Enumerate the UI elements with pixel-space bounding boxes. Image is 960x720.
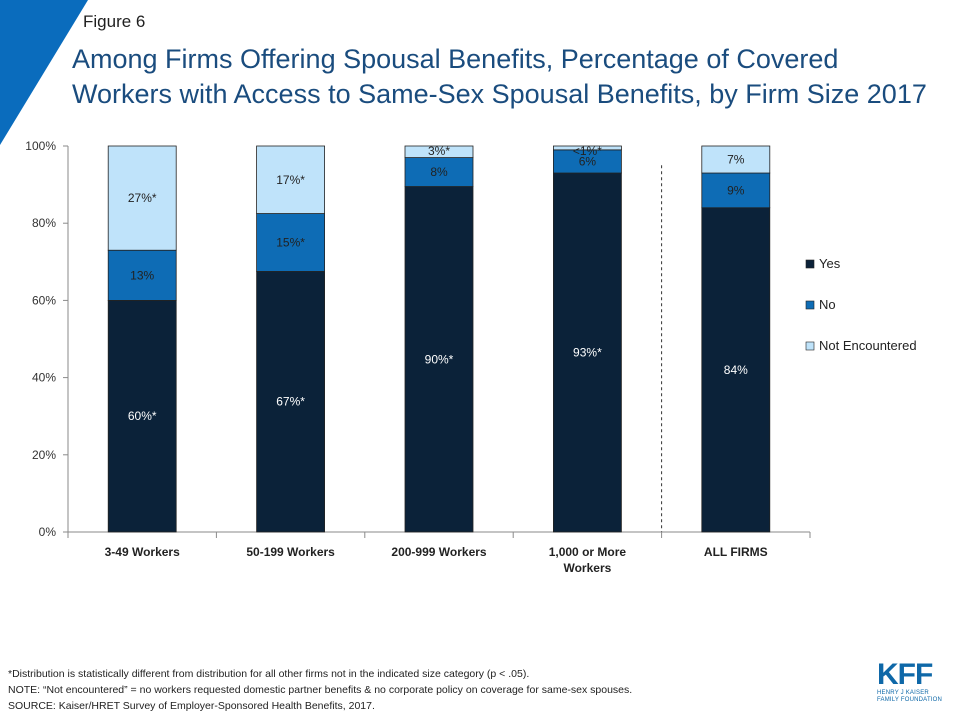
footnote-source: SOURCE: Kaiser/HRET Survey of Employer-S… [8, 700, 375, 712]
bar-segment-not_encountered [107, 145, 177, 251]
chart-title-line-1: Among Firms Offering Spousal Benefits, P… [72, 44, 839, 74]
legend-swatch-yes [805, 259, 815, 269]
chart-title: Among Firms Offering Spousal Benefits, P… [72, 42, 952, 112]
data-label-no: 6% [579, 154, 597, 168]
figure-label: Figure 6 [83, 12, 146, 31]
stacked-bar-chart: 0% 20% 40% 60% 80% 100% 60%* 13% 27%* 67%* 15%* 17%… [25, 139, 917, 575]
legend-swatch-not_encountered [805, 341, 815, 351]
data-label-not_encountered: 17%* [276, 173, 305, 187]
logo-line-2: FAMILY FOUNDATION [877, 697, 943, 703]
x-category-label: ALL FIRMS [704, 545, 768, 559]
data-label-yes: 90%* [425, 352, 454, 366]
footnote-significance: *Distribution is statistically different… [8, 668, 530, 680]
data-label-not_encountered: 7% [727, 153, 745, 167]
logo-line-1: HENRY J KAISER [877, 690, 929, 696]
data-label-yes: 93%* [573, 346, 602, 360]
corner-accent [0, 0, 88, 145]
footnotes: *Distribution is statistically different… [8, 666, 848, 714]
bar-segment-no [107, 249, 177, 301]
bar-segment-yes [404, 186, 474, 533]
data-label-no: 15%* [276, 236, 305, 250]
x-category-label: 1,000 or More [549, 545, 627, 559]
bar-segment-yes [701, 207, 771, 533]
bar-segment-yes [553, 172, 622, 533]
data-label-not_encountered: <1%* [573, 144, 602, 158]
x-category-label: 3-49 Workers [105, 545, 180, 559]
bar-segment-yes [107, 299, 177, 533]
y-tick-label: 100% [25, 139, 56, 153]
kff-logo: KFF HENRY J KAISER FAMILY FOUNDATION [877, 660, 947, 704]
bar-segment-not_encountered [553, 145, 622, 151]
y-tick-label: 40% [32, 371, 56, 385]
footnote-note: NOTE: “Not encountered” = no workers req… [8, 684, 633, 696]
x-category-label: 200-999 Workers [391, 545, 487, 559]
y-tick-label: 0% [39, 525, 57, 539]
data-label-not_encountered: 3%* [428, 144, 450, 158]
data-label-no: 8% [430, 165, 448, 179]
logo-mark: KFF [877, 658, 933, 691]
bar-segment-yes [256, 271, 326, 533]
chart-title-line-2: Workers with Access to Same-Sex Spousal … [72, 79, 927, 109]
data-label-yes: 60%* [128, 409, 157, 423]
y-tick-label: 60% [32, 293, 56, 307]
data-label-yes: 67%* [276, 395, 305, 409]
x-category-label: Workers [563, 561, 611, 575]
bar-segment-no [256, 213, 326, 272]
data-label-no: 13% [130, 268, 154, 282]
bar-segment-not_encountered [701, 145, 771, 174]
bar-segment-not_encountered [256, 145, 326, 214]
legend-swatch-no [805, 300, 815, 310]
bar-segment-not_encountered [404, 145, 474, 158]
y-tick-label: 80% [32, 216, 56, 230]
legend-label-yes: Yes [819, 256, 841, 271]
y-tick-label: 20% [32, 448, 56, 462]
legend-label-not_encountered: Not Encountered [819, 338, 917, 353]
data-label-not_encountered: 27%* [128, 191, 157, 205]
x-category-label: 50-199 Workers [246, 545, 335, 559]
legend-label-no: No [819, 297, 836, 312]
data-label-no: 9% [727, 183, 745, 197]
data-label-yes: 84% [724, 363, 748, 377]
